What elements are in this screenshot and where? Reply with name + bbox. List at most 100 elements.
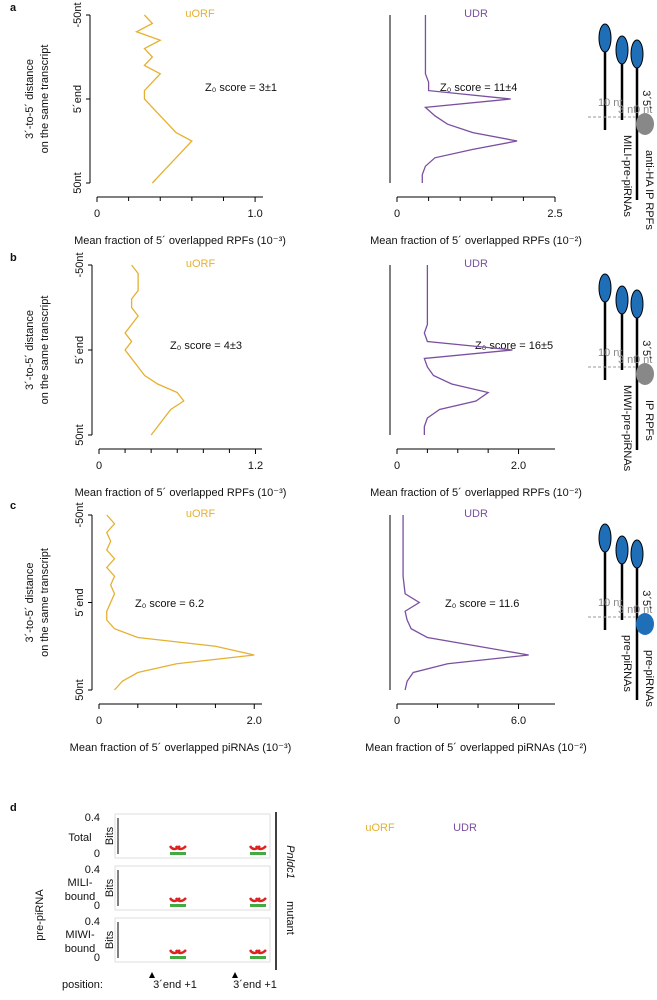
position: 3´end +1	[233, 979, 277, 991]
row-label: MIWI-	[65, 929, 95, 941]
annotation: Z₀ score = 6.2	[135, 598, 204, 610]
logo-base	[250, 904, 266, 907]
y-axis-label: on the same transcript	[39, 45, 51, 154]
bits-label: Bits	[104, 930, 116, 949]
logo	[248, 897, 267, 903]
position-label: position:	[62, 979, 103, 991]
end-label: 3´5´	[640, 590, 652, 610]
x-tick-label: 1.2	[248, 460, 263, 472]
x-axis-label: Mean fraction of 5´ overlapped piRNAs (1…	[70, 742, 292, 754]
y-tick-label: 5´end	[72, 85, 84, 113]
nt-label: 0 nt	[634, 354, 652, 366]
schematic-label: MIWI-pre-piRNAs	[621, 385, 633, 472]
nt-label: 10 nt	[598, 97, 622, 109]
protein	[598, 23, 612, 53]
x-axis-label: Mean fraction of 5´ overlapped RPFs (10⁻…	[370, 235, 582, 247]
nt-label: 10 nt	[598, 347, 622, 359]
nt-label: 3 nt	[618, 354, 636, 366]
logo-base	[250, 956, 266, 959]
x-tick-label: 2.5	[547, 208, 562, 220]
bits-tick: 0.4	[85, 916, 100, 928]
logo	[168, 897, 187, 903]
y-tick-label: -50nt	[72, 2, 84, 27]
panel-letter: c	[10, 500, 16, 512]
logo	[248, 949, 267, 955]
annotation: Z₀ score = 3±1	[205, 82, 277, 94]
row-label: bound	[65, 943, 96, 955]
row-label: bound	[65, 891, 96, 903]
ribosome	[636, 363, 654, 385]
y-tick-label: 5´end	[74, 588, 86, 616]
nt-label: 0 nt	[634, 604, 652, 616]
protein	[615, 285, 629, 315]
annotation: Z₀ score = 16±5	[475, 340, 553, 352]
marker	[232, 972, 238, 978]
y-tick-label: -50nt	[74, 502, 86, 527]
logo	[168, 949, 187, 955]
protein	[615, 35, 629, 65]
annotation: Z₀ score = 11.6	[445, 598, 519, 610]
y-tick-label: 5´end	[74, 336, 86, 364]
x-tick-label: 2.0	[247, 715, 262, 727]
bits-label: Bits	[104, 878, 116, 897]
annotation: Z₀ score = 11±4	[440, 82, 517, 94]
logo-base	[170, 852, 186, 855]
group-label: pre-piRNA	[34, 889, 46, 941]
column-title: UDR	[453, 822, 477, 834]
y-tick-label: 50nt	[74, 424, 86, 445]
protein	[630, 539, 644, 569]
schematic-label: IP RPFs	[643, 400, 655, 441]
protein	[630, 289, 644, 319]
x-axis-label: Mean fraction of 5´ overlapped RPFs (10⁻…	[370, 487, 582, 499]
y-axis-label: 3´-to-5´ distance	[24, 59, 36, 139]
x-axis-label: Mean fraction of 5´ overlapped RPFs (10⁻…	[74, 235, 286, 247]
line	[134, 14, 193, 184]
protein	[630, 39, 644, 69]
logo-box	[114, 865, 271, 911]
x-tick-label: 0	[96, 715, 102, 727]
y-axis-label: on the same transcript	[39, 548, 51, 657]
line	[402, 515, 529, 691]
logo-box	[114, 917, 271, 963]
schematic-label: pre-piRNAs	[621, 635, 633, 692]
marker	[149, 972, 155, 978]
y-axis-label: 3´-to-5´ distance	[24, 562, 36, 642]
row-label: Total	[68, 832, 91, 844]
end-label: 3´5´	[640, 90, 652, 110]
x-axis-label: Mean fraction of 5´ overlapped RPFs (10⁻…	[75, 487, 287, 499]
line	[124, 264, 185, 436]
schematic-label: MILI-pre-piRNAs	[621, 135, 633, 217]
chart-title: uORF	[186, 508, 216, 520]
genotype: mutant	[284, 901, 296, 935]
end-label: 3´5´	[640, 340, 652, 360]
nt-label: 0 nt	[634, 104, 652, 116]
genotype: Pnldc1	[284, 845, 296, 879]
x-tick-label: 0	[96, 460, 102, 472]
chart-title: UDR	[464, 508, 488, 520]
x-tick-label: 0	[394, 460, 400, 472]
chart-title: UDR	[464, 8, 488, 20]
ribosome	[636, 613, 654, 635]
chart-title: uORF	[186, 258, 216, 270]
logo-base	[170, 956, 186, 959]
panel-letter: d	[10, 802, 17, 814]
line	[105, 514, 255, 691]
bits-tick: 0.4	[85, 812, 100, 824]
y-tick-label: 50nt	[72, 172, 84, 193]
protein	[615, 535, 629, 565]
bits-tick: 0	[94, 848, 100, 860]
nt-label: 3 nt	[618, 104, 636, 116]
x-tick-label: 2.0	[511, 460, 526, 472]
logo-base	[250, 852, 266, 855]
x-tick-label: 0	[394, 208, 400, 220]
panel-letter: b	[10, 252, 17, 264]
y-tick-label: 50nt	[74, 679, 86, 700]
schematic-label: pre-piRNAs	[643, 650, 655, 707]
bits-tick: 0	[94, 900, 100, 912]
x-axis-label: Mean fraction of 5´ overlapped piRNAs (1…	[365, 742, 587, 754]
y-axis-label: on the same transcript	[39, 296, 51, 405]
bits-tick: 0.4	[85, 864, 100, 876]
bits-tick: 0	[94, 952, 100, 964]
logo-box	[114, 813, 271, 859]
